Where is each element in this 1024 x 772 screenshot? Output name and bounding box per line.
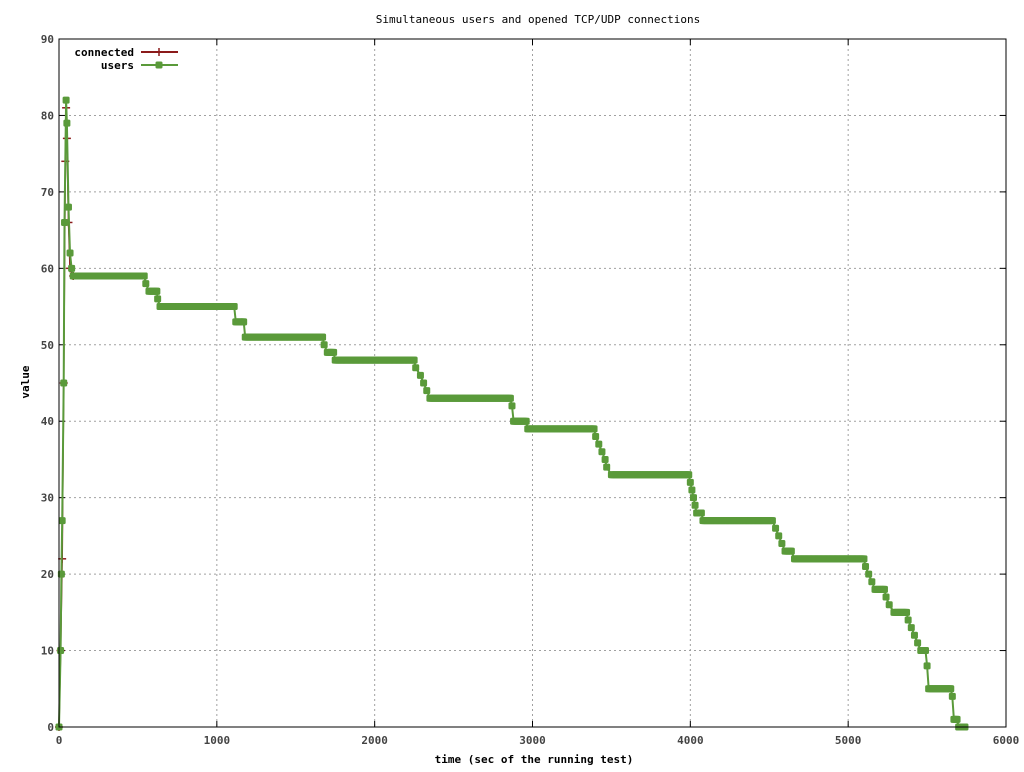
legend-item-users: users — [101, 59, 178, 72]
data-point — [62, 96, 70, 104]
data-point — [416, 371, 424, 379]
data-point — [948, 692, 956, 700]
data-point — [420, 379, 428, 387]
data-point — [330, 348, 338, 356]
data-point — [595, 440, 603, 448]
data-point — [772, 524, 780, 532]
data-point — [154, 295, 162, 303]
data-point — [904, 616, 912, 624]
data-point — [882, 593, 890, 601]
data-point — [412, 364, 420, 372]
series-connected — [55, 103, 78, 731]
data-point — [155, 48, 163, 56]
data-point — [603, 463, 611, 471]
data-point — [775, 532, 783, 540]
grid-lines — [59, 39, 1006, 727]
x-tick-label: 3000 — [519, 734, 546, 747]
data-point — [903, 608, 911, 616]
legend-item-connected: connected — [74, 46, 178, 59]
y-axis-label: value — [19, 365, 32, 398]
data-point — [142, 280, 150, 288]
data-point — [60, 379, 68, 387]
data-point — [865, 570, 873, 578]
data-point — [947, 685, 955, 693]
chart-title: Simultaneous users and opened TCP/UDP co… — [376, 13, 701, 26]
data-point — [153, 287, 161, 295]
data-point — [688, 486, 696, 494]
legend-label: connected — [74, 46, 134, 59]
data-point — [57, 570, 65, 578]
data-point — [58, 517, 66, 525]
y-tick-label: 60 — [41, 262, 54, 275]
data-point — [860, 555, 868, 563]
data-point — [885, 601, 893, 609]
legend-label: users — [101, 59, 134, 72]
data-point — [320, 341, 328, 349]
y-tick-label: 0 — [47, 721, 54, 734]
data-point — [240, 318, 248, 326]
data-point — [923, 662, 931, 670]
data-point — [601, 455, 609, 463]
y-tick-label: 10 — [41, 645, 54, 658]
data-point — [592, 433, 600, 441]
y-tick-label: 50 — [41, 339, 54, 352]
data-point — [778, 540, 786, 548]
data-point — [63, 119, 71, 127]
data-point — [868, 578, 876, 586]
data-point — [880, 585, 888, 593]
series-users — [55, 96, 969, 731]
data-point — [914, 639, 922, 647]
data-point — [66, 249, 74, 257]
data-point — [862, 562, 870, 570]
data-point — [598, 448, 606, 456]
x-axis-label: time (sec of the running test) — [435, 753, 634, 766]
data-point — [907, 624, 915, 632]
data-point — [57, 647, 65, 655]
data-point — [155, 61, 163, 69]
data-point — [68, 264, 76, 272]
plot-area — [55, 96, 969, 731]
y-tick-label: 80 — [41, 109, 54, 122]
x-tick-label: 1000 — [204, 734, 231, 747]
y-tick-label: 90 — [41, 33, 54, 46]
data-point — [410, 356, 418, 364]
data-point — [910, 631, 918, 639]
data-point — [64, 203, 72, 211]
data-point — [686, 478, 694, 486]
axis-ticks: 0 10 20 30 40 50 60 70 80 90 0 1000 2000 3000 4000 5000… — [41, 33, 1020, 747]
y-tick-label: 20 — [41, 568, 54, 581]
y-tick-label: 30 — [41, 492, 54, 505]
data-point — [689, 494, 697, 502]
x-tick-label: 2000 — [361, 734, 388, 747]
data-point — [508, 402, 516, 410]
data-point — [423, 387, 431, 395]
data-point — [61, 218, 69, 226]
data-point — [691, 501, 699, 509]
data-point — [319, 333, 327, 341]
data-point — [685, 471, 693, 479]
data-point — [590, 425, 598, 433]
data-point — [506, 394, 514, 402]
plot-frame — [58, 38, 1007, 728]
data-point — [768, 517, 776, 525]
y-tick-label: 40 — [41, 415, 54, 428]
x-tick-label: 5000 — [835, 734, 862, 747]
data-point — [787, 547, 795, 555]
series-line — [58, 99, 965, 728]
x-tick-label: 4000 — [677, 734, 704, 747]
x-tick-label: 0 — [56, 734, 63, 747]
x-tick-label: 6000 — [993, 734, 1020, 747]
data-point — [697, 509, 705, 517]
data-point — [140, 272, 148, 280]
data-point — [230, 303, 238, 311]
data-point — [953, 715, 961, 723]
data-point — [922, 647, 930, 655]
data-point — [522, 417, 530, 425]
y-tick-label: 70 — [41, 186, 54, 199]
